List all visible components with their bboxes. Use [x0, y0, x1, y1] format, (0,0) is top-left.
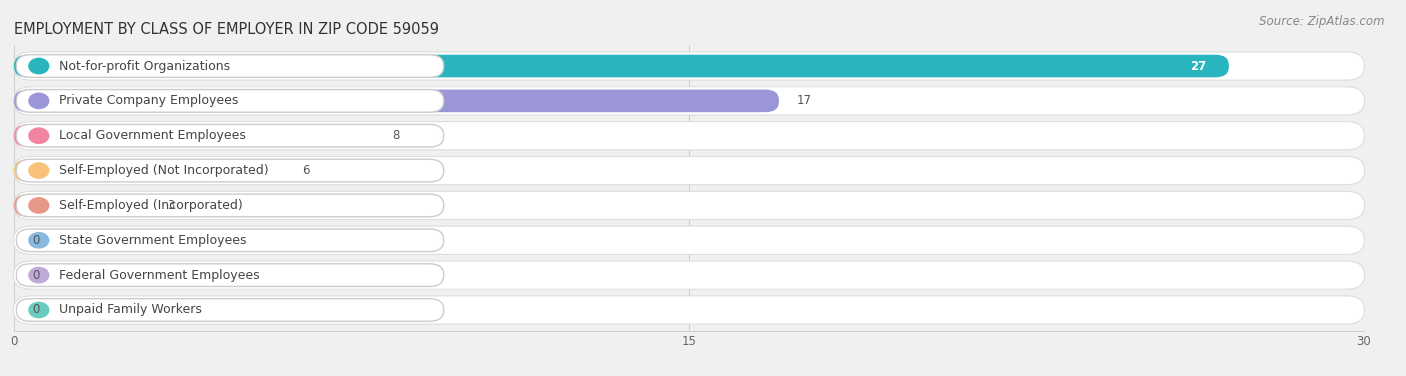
- Text: Source: ZipAtlas.com: Source: ZipAtlas.com: [1260, 15, 1385, 28]
- Text: 3: 3: [167, 199, 174, 212]
- Circle shape: [30, 267, 49, 283]
- Text: 27: 27: [1189, 59, 1206, 73]
- FancyBboxPatch shape: [14, 159, 284, 182]
- FancyBboxPatch shape: [17, 264, 444, 287]
- Text: 8: 8: [392, 129, 399, 142]
- Circle shape: [30, 302, 49, 318]
- Circle shape: [30, 233, 49, 248]
- Text: Not-for-profit Organizations: Not-for-profit Organizations: [59, 59, 231, 73]
- Text: State Government Employees: State Government Employees: [59, 234, 246, 247]
- Text: Self-Employed (Not Incorporated): Self-Employed (Not Incorporated): [59, 164, 269, 177]
- Text: Federal Government Employees: Federal Government Employees: [59, 268, 260, 282]
- FancyBboxPatch shape: [14, 191, 1364, 220]
- Text: EMPLOYMENT BY CLASS OF EMPLOYER IN ZIP CODE 59059: EMPLOYMENT BY CLASS OF EMPLOYER IN ZIP C…: [14, 22, 439, 37]
- FancyBboxPatch shape: [14, 124, 374, 147]
- Text: Local Government Employees: Local Government Employees: [59, 129, 246, 142]
- Text: 17: 17: [797, 94, 811, 108]
- Circle shape: [30, 128, 49, 143]
- FancyBboxPatch shape: [17, 229, 444, 252]
- FancyBboxPatch shape: [14, 296, 1364, 324]
- FancyBboxPatch shape: [14, 89, 779, 112]
- FancyBboxPatch shape: [14, 55, 1229, 77]
- FancyBboxPatch shape: [17, 89, 444, 112]
- FancyBboxPatch shape: [17, 194, 444, 217]
- FancyBboxPatch shape: [14, 194, 149, 217]
- Text: 0: 0: [32, 303, 39, 317]
- Circle shape: [30, 58, 49, 74]
- Text: Private Company Employees: Private Company Employees: [59, 94, 239, 108]
- FancyBboxPatch shape: [14, 52, 1364, 80]
- Text: Unpaid Family Workers: Unpaid Family Workers: [59, 303, 202, 317]
- Circle shape: [30, 163, 49, 178]
- Text: Self-Employed (Incorporated): Self-Employed (Incorporated): [59, 199, 243, 212]
- Text: 0: 0: [32, 234, 39, 247]
- FancyBboxPatch shape: [14, 261, 1364, 289]
- FancyBboxPatch shape: [14, 87, 1364, 115]
- Circle shape: [30, 93, 49, 109]
- Text: 6: 6: [302, 164, 309, 177]
- Text: 0: 0: [32, 268, 39, 282]
- Circle shape: [30, 198, 49, 213]
- FancyBboxPatch shape: [14, 121, 1364, 150]
- FancyBboxPatch shape: [17, 299, 444, 321]
- FancyBboxPatch shape: [17, 124, 444, 147]
- FancyBboxPatch shape: [14, 226, 1364, 255]
- FancyBboxPatch shape: [17, 55, 444, 77]
- FancyBboxPatch shape: [14, 156, 1364, 185]
- FancyBboxPatch shape: [17, 159, 444, 182]
